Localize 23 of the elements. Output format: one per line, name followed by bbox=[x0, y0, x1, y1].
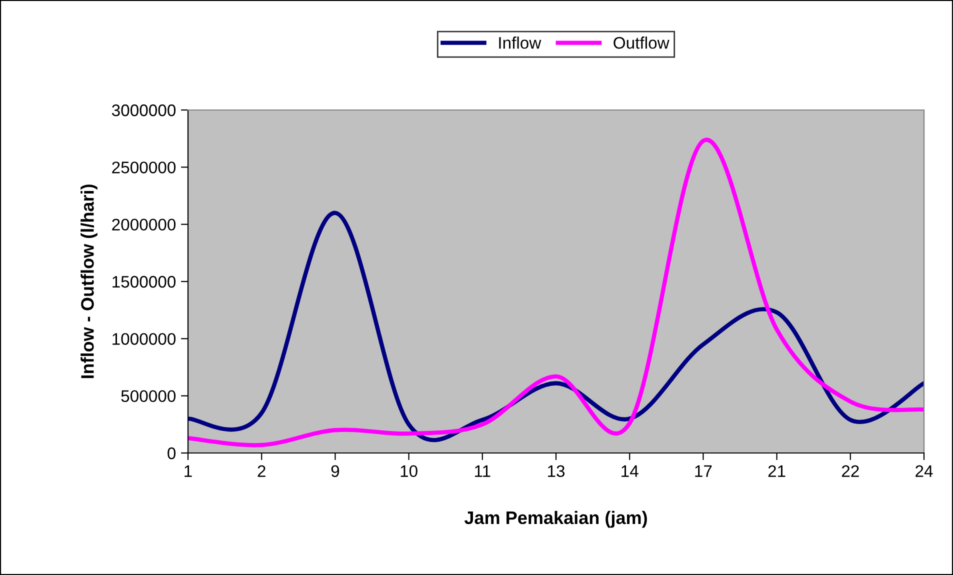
y-tick-label: 3000000 bbox=[112, 104, 176, 116]
x-tick-label: 24 bbox=[916, 465, 933, 477]
x-tick-label: 22 bbox=[842, 465, 859, 477]
x-tick-label: 11 bbox=[475, 465, 490, 477]
x-tick-label: 2 bbox=[258, 465, 266, 477]
legend-label: Inflow bbox=[499, 36, 542, 49]
x-tick-label: 17 bbox=[695, 465, 712, 477]
x-tick-label: 10 bbox=[400, 465, 418, 478]
x-axis-title: Jam Pemakaian (jam) bbox=[464, 510, 647, 528]
x-tick-label: 1 bbox=[184, 465, 192, 477]
legend-label: Outflow bbox=[614, 36, 670, 49]
y-tick-label: 1000000 bbox=[112, 333, 176, 345]
y-tick-label: 0 bbox=[168, 447, 176, 460]
x-tick-label: 14 bbox=[622, 465, 638, 477]
x-tick-label: 21 bbox=[768, 465, 786, 477]
y-tick-label: 1500000 bbox=[112, 276, 176, 288]
y-axis-title: Inflow - Outflow (l/hari) bbox=[80, 184, 98, 378]
line-series bbox=[188, 138, 924, 448]
y-tick-label: 2000000 bbox=[112, 218, 176, 231]
x-tick-label: 13 bbox=[548, 465, 565, 478]
x-tick-label: 9 bbox=[331, 465, 340, 478]
y-tick-label: 2500000 bbox=[112, 162, 176, 174]
y-tick-label: 500000 bbox=[121, 390, 176, 402]
